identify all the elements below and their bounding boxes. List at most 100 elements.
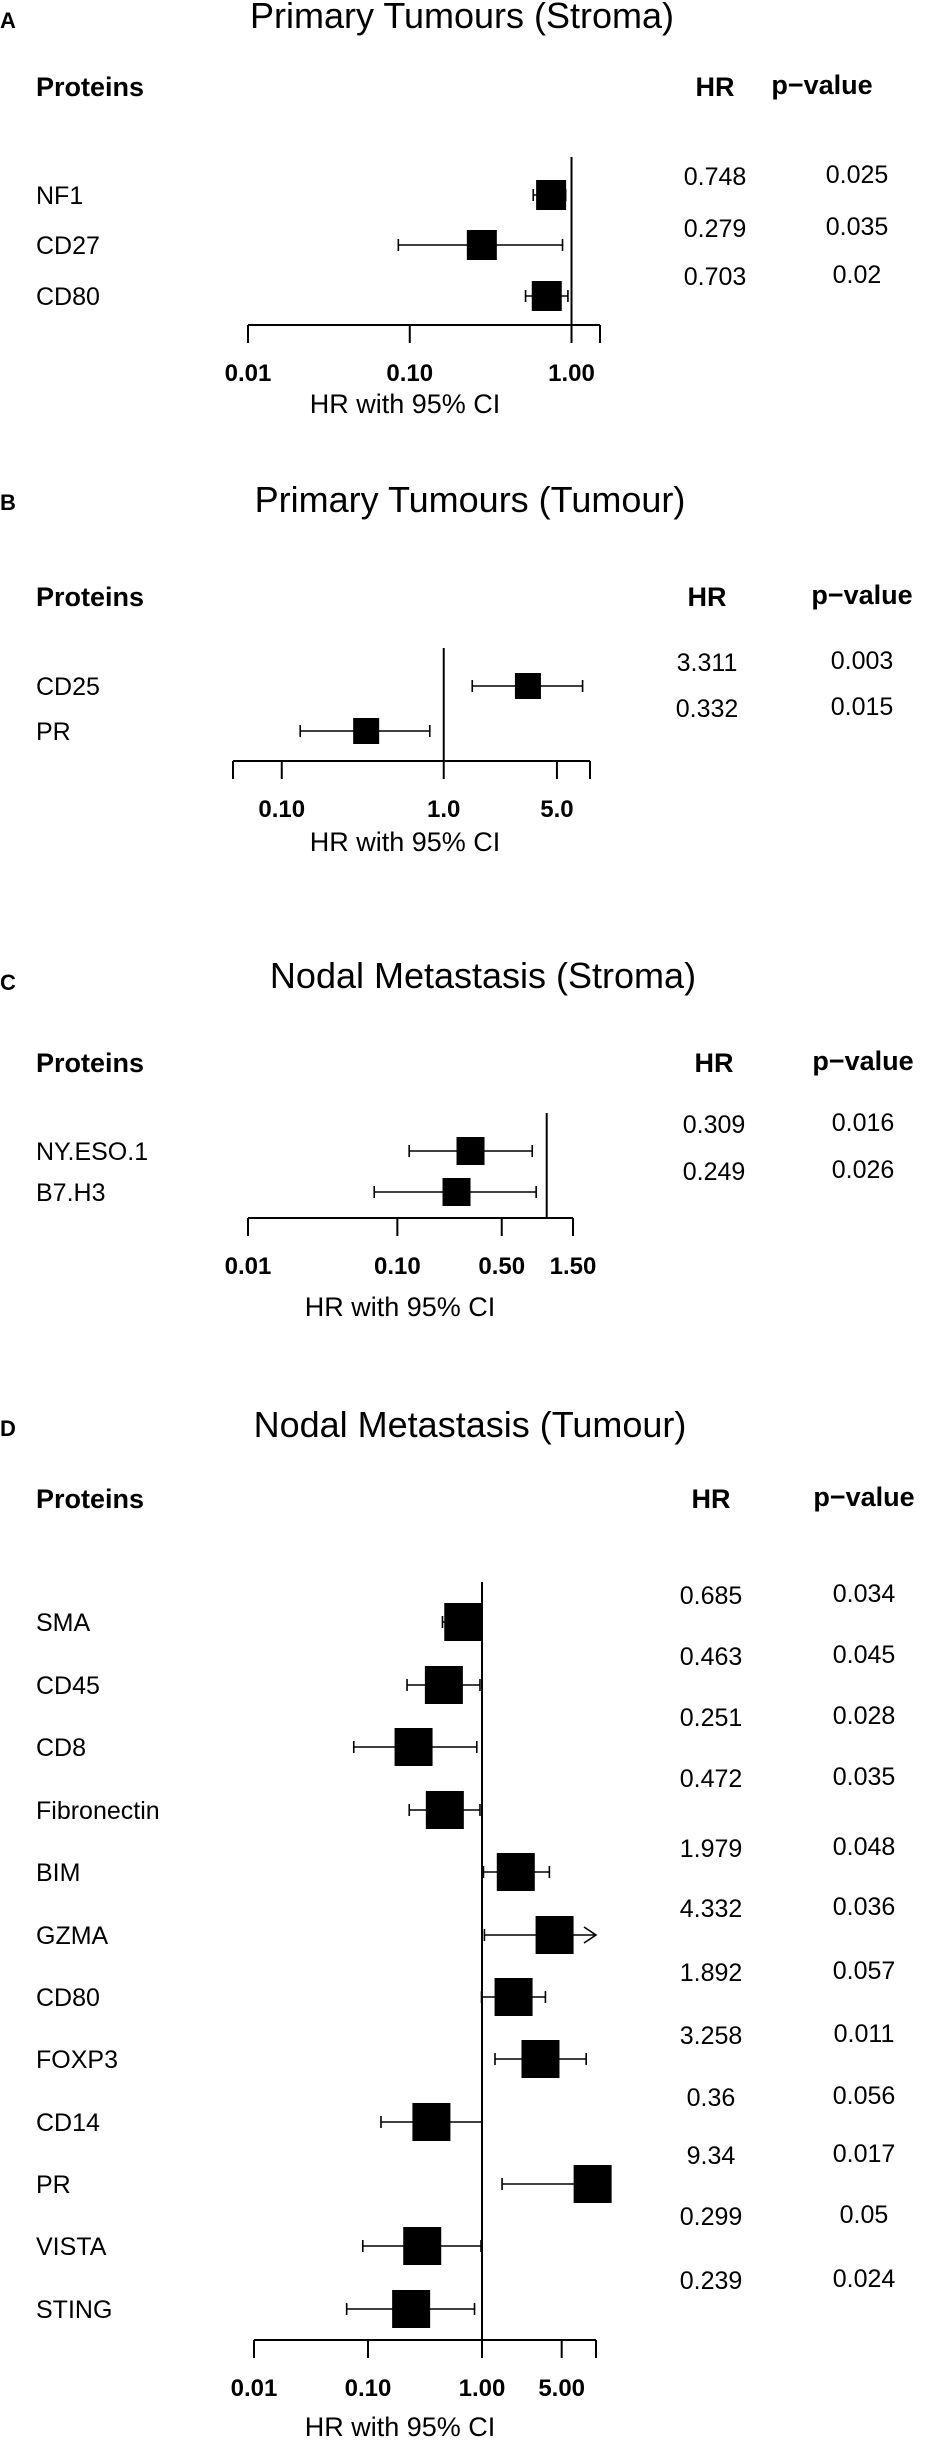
p-value: 0.036: [833, 1893, 896, 1921]
x-axis-title: HR with 95% CI: [310, 827, 501, 857]
panel-title: Nodal Metastasis (Tumour): [254, 1404, 687, 1445]
protein-label: BIM: [36, 1859, 80, 1887]
protein-label: GZMA: [36, 1922, 109, 1950]
hr-marker: [535, 1916, 574, 1954]
p-value: 0.016: [832, 1109, 895, 1137]
hr-value: 0.251: [680, 1704, 743, 1732]
proteins-header: Proteins: [36, 1048, 144, 1078]
x-tick-label: 5.0: [540, 796, 573, 823]
x-tick-label: 0.50: [478, 1253, 525, 1280]
p-value: 0.015: [831, 693, 894, 721]
hr-header: HR: [688, 582, 727, 612]
x-tick-label: 1.00: [548, 360, 595, 387]
pvalue-header: p−value: [812, 1046, 913, 1076]
protein-label: Fibronectin: [36, 1797, 160, 1825]
protein-label: CD8: [36, 1734, 86, 1762]
panel-letter: B: [0, 490, 16, 515]
x-tick-label: 0.01: [225, 1253, 272, 1280]
protein-label: CD45: [36, 1672, 100, 1700]
protein-label: FOXP3: [36, 2046, 118, 2074]
panel-title: Primary Tumours (Tumour): [255, 479, 686, 520]
hr-value: 0.748: [684, 163, 747, 191]
x-tick-label: 5.00: [538, 2375, 585, 2402]
hr-value: 0.463: [680, 1643, 743, 1671]
hr-marker: [494, 1978, 533, 2016]
hr-marker: [456, 1137, 485, 1165]
protein-label: SMA: [36, 1609, 91, 1637]
hr-value: 0.36: [687, 2084, 736, 2112]
hr-marker: [394, 1728, 433, 1766]
p-value: 0.034: [833, 1580, 896, 1608]
hr-marker: [496, 1853, 535, 1891]
x-tick-label: 0.10: [374, 1253, 421, 1280]
protein-label: B7.H3: [36, 1179, 105, 1207]
proteins-header: Proteins: [36, 72, 144, 102]
x-tick-label: 1.50: [550, 1253, 597, 1280]
protein-label: PR: [36, 2171, 71, 2199]
hr-value: 4.332: [680, 1895, 743, 1923]
protein-label: CD80: [36, 283, 100, 311]
hr-marker: [531, 281, 562, 311]
protein-label: CD14: [36, 2109, 100, 2137]
hr-value: 0.309: [683, 1111, 746, 1139]
panel-letter: A: [0, 8, 16, 33]
x-axis-title: HR with 95% CI: [305, 2412, 496, 2442]
hr-header: HR: [696, 72, 735, 102]
x-axis-title: HR with 95% CI: [310, 389, 501, 419]
p-value: 0.003: [831, 647, 894, 675]
forest-panel-d: D Nodal Metastasis (Tumour) Proteins HR p−va…: [0, 1404, 915, 2442]
hr-marker: [573, 2165, 612, 2203]
protein-label: CD80: [36, 1984, 100, 2012]
hr-marker: [403, 2227, 442, 2265]
panel-letter: C: [0, 970, 16, 995]
p-value: 0.028: [833, 1702, 896, 1730]
hr-marker: [466, 230, 497, 260]
p-value: 0.048: [833, 1833, 896, 1861]
p-value: 0.017: [833, 2140, 896, 2168]
hr-value: 0.239: [680, 2267, 743, 2295]
x-axis-title: HR with 95% CI: [305, 1292, 496, 1322]
p-value: 0.045: [833, 1641, 896, 1669]
hr-value: 3.258: [680, 2022, 743, 2050]
pvalue-header: p−value: [771, 70, 872, 100]
hr-value: 0.332: [676, 695, 739, 723]
forest-panel-a: A Primary Tumours (Stroma) Proteins HR p−val…: [0, 0, 888, 419]
ci-arrow: [583, 1926, 598, 1944]
x-tick-label: 0.10: [345, 2375, 392, 2402]
hr-marker: [514, 673, 541, 699]
forest-panel-c: C Nodal Metastasis (Stroma) Proteins HR p−va…: [0, 955, 914, 1322]
hr-value: 0.249: [683, 1158, 746, 1186]
p-value: 0.035: [833, 1763, 896, 1791]
forest-panel-b: B Primary Tumours (Tumour) Proteins HR p−val…: [0, 479, 913, 857]
hr-value: 0.472: [680, 1765, 743, 1793]
x-tick-label: 1.00: [459, 2375, 506, 2402]
hr-marker: [425, 1791, 464, 1829]
p-value: 0.025: [826, 161, 889, 189]
pvalue-header: p−value: [811, 580, 912, 610]
x-tick-label: 0.10: [258, 796, 305, 823]
protein-label: PR: [36, 718, 71, 746]
hr-value: 0.299: [680, 2203, 743, 2231]
hr-marker: [521, 2040, 560, 2078]
p-value: 0.057: [833, 1957, 896, 1985]
proteins-header: Proteins: [36, 582, 144, 612]
hr-marker: [442, 1178, 471, 1206]
protein-label: NF1: [36, 182, 83, 210]
hr-marker: [536, 180, 567, 210]
hr-marker: [424, 1666, 463, 1704]
x-tick-label: 0.10: [386, 360, 433, 387]
protein-label: VISTA: [36, 2233, 107, 2261]
p-value: 0.056: [833, 2082, 896, 2110]
x-tick-label: 1.0: [427, 796, 460, 823]
hr-marker: [444, 1603, 483, 1641]
hr-header: HR: [695, 1048, 734, 1078]
hr-marker: [353, 718, 380, 744]
hr-value: 0.685: [680, 1582, 743, 1610]
p-value: 0.011: [834, 2020, 895, 2048]
hr-header: HR: [692, 1484, 731, 1514]
panel-title: Primary Tumours (Stroma): [250, 0, 674, 36]
protein-label: CD25: [36, 673, 100, 701]
p-value: 0.024: [833, 2265, 896, 2293]
p-value: 0.02: [833, 261, 882, 289]
